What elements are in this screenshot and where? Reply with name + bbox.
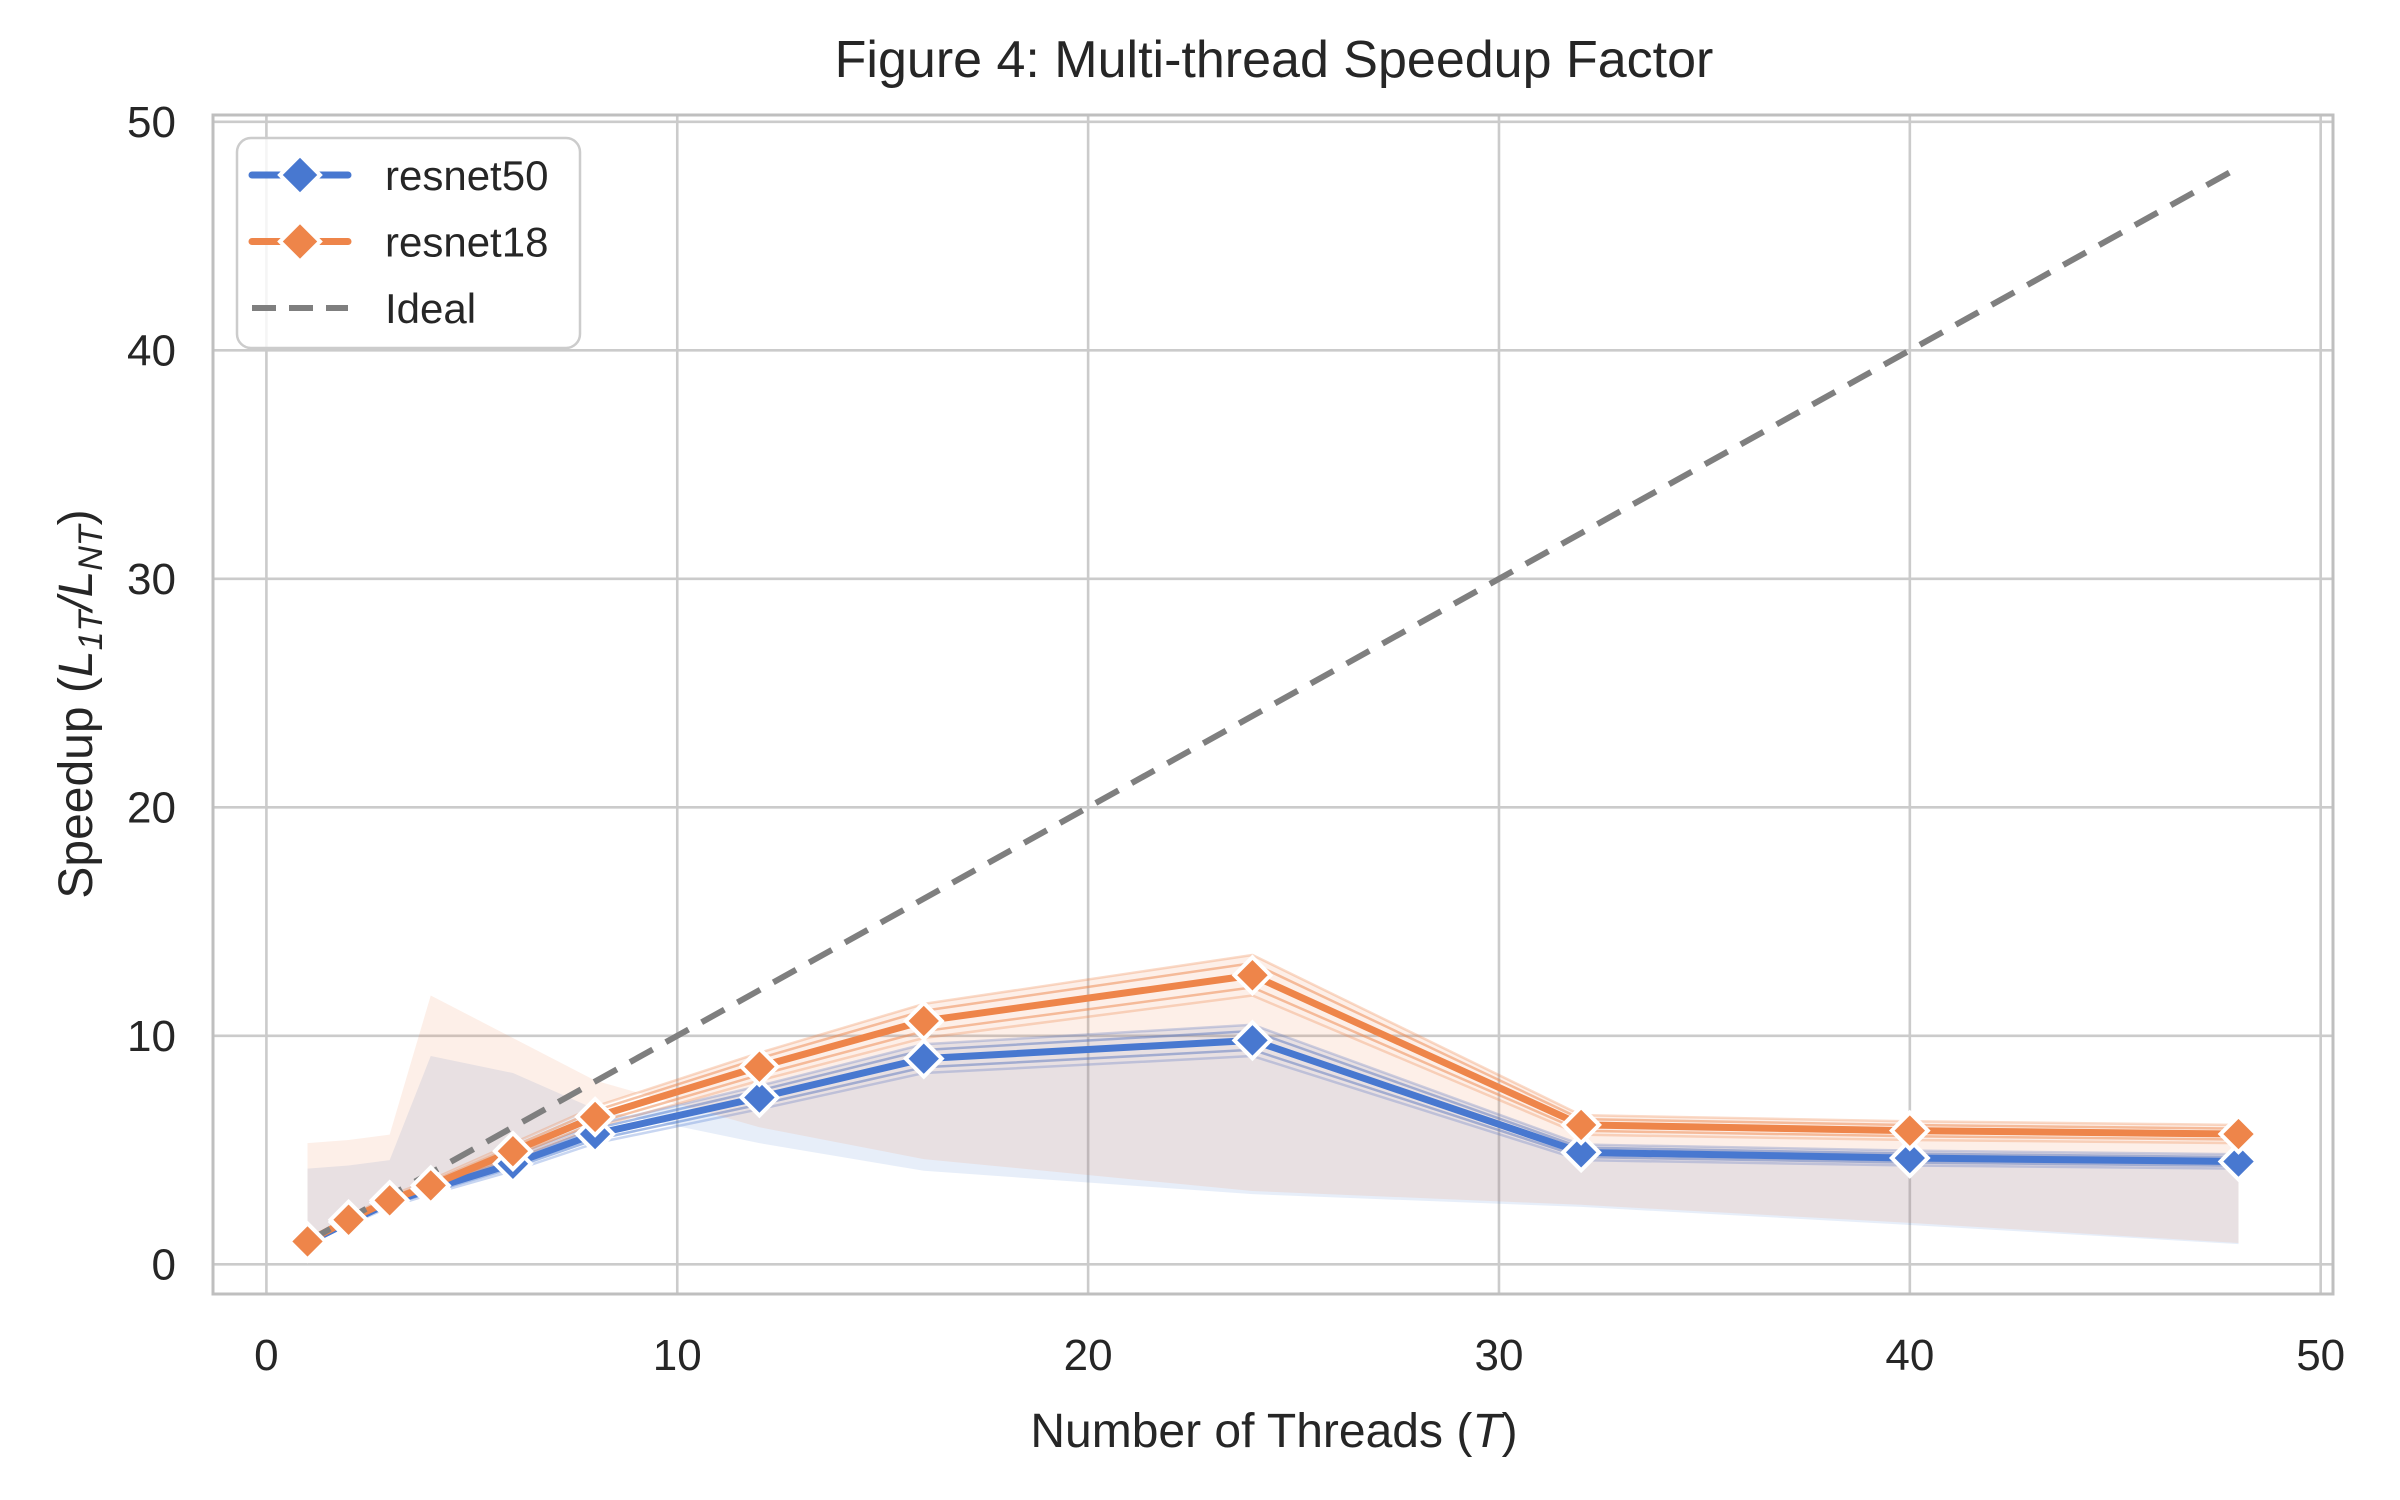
y-tick-label: 30 [127, 555, 176, 604]
data-point-resnet18 [2217, 1113, 2260, 1155]
x-tick-label: 20 [1064, 1331, 1113, 1380]
y-axis-label-L1: L [50, 650, 103, 677]
x-axis-label-text: Number of Threads ( [1030, 1405, 1472, 1458]
confidence-band [307, 955, 2239, 1244]
data-point-resnet18 [1888, 1109, 1931, 1152]
legend-diamond-icon [277, 218, 323, 265]
legend-label: resnet18 [385, 219, 548, 266]
data-point-resnet18 [574, 1096, 616, 1138]
data-point-resnet18 [1231, 954, 1274, 997]
x-tick-label: 50 [2296, 1331, 2345, 1380]
figure-title: Figure 4: Multi-thread Speedup Factor [835, 31, 1714, 89]
y-axis-label-L2: L [50, 571, 103, 598]
data-point-resnet18 [902, 1000, 945, 1042]
data-point-resnet50 [1888, 1137, 1931, 1179]
data-point-resnet18 [327, 1198, 370, 1241]
x-axis-label-close: ) [1502, 1405, 1518, 1458]
legend-item-resnet50: resnet50 [248, 152, 548, 199]
y-tick-label: 20 [127, 783, 176, 832]
legend-item-resnet18: resnet18 [248, 218, 548, 266]
x-tick-label: 0 [254, 1331, 278, 1380]
x-tick-label: 10 [653, 1331, 702, 1380]
data-point-resnet50 [738, 1076, 781, 1119]
plot-area-border [211, 113, 2335, 1296]
data-point-resnet50 [1231, 1019, 1274, 1062]
legend-label: resnet50 [385, 152, 548, 199]
legend-diamond-icon [277, 152, 323, 198]
legend-label: Ideal [385, 285, 476, 332]
y-tick-label: 0 [152, 1240, 176, 1289]
grid [213, 115, 2333, 1294]
y-tick-label: 40 [127, 326, 176, 375]
y-axis-label-sub2: NT [72, 523, 110, 571]
x-tick-label: 30 [1474, 1331, 1523, 1380]
y-axis-label-sub1: 1T [72, 609, 110, 651]
data-point-resnet18 [286, 1220, 329, 1263]
data-point-resnet50 [2217, 1140, 2260, 1183]
data-point-resnet18 [409, 1164, 452, 1207]
y-axis-label: Speedup (L1T/LNT) [50, 509, 110, 898]
tick-labels: 0 10 20 30 40 50 0 10 20 30 40 50 [127, 98, 2345, 1380]
y-axis-label-close: ) [50, 509, 103, 525]
data-point-resnet18 [492, 1130, 534, 1173]
y-tick-label: 10 [127, 1012, 176, 1061]
confidence-band [307, 1024, 2239, 1245]
y-tick-label: 50 [127, 98, 176, 147]
data-point-resnet18 [738, 1045, 781, 1088]
data-point-resnet18 [368, 1179, 411, 1222]
legend: resnet50 resnet18 Ideal [235, 136, 582, 350]
data-point-markers [286, 954, 2260, 1264]
y-axis-label-text: Speedup ( [50, 677, 103, 899]
legend-box [235, 136, 582, 350]
data-point-resnet50 [902, 1037, 945, 1080]
data-point-resnet50 [1560, 1131, 1602, 1174]
data-point-resnet18 [1560, 1104, 1602, 1146]
x-axis-label: Number of Threads (T) [1030, 1405, 1517, 1458]
x-axis-label-var: T [1472, 1405, 1505, 1458]
y-axis-label-slash: / [50, 593, 103, 614]
legend-item-Ideal: Ideal [252, 285, 476, 332]
x-tick-label: 40 [1885, 1331, 1934, 1380]
